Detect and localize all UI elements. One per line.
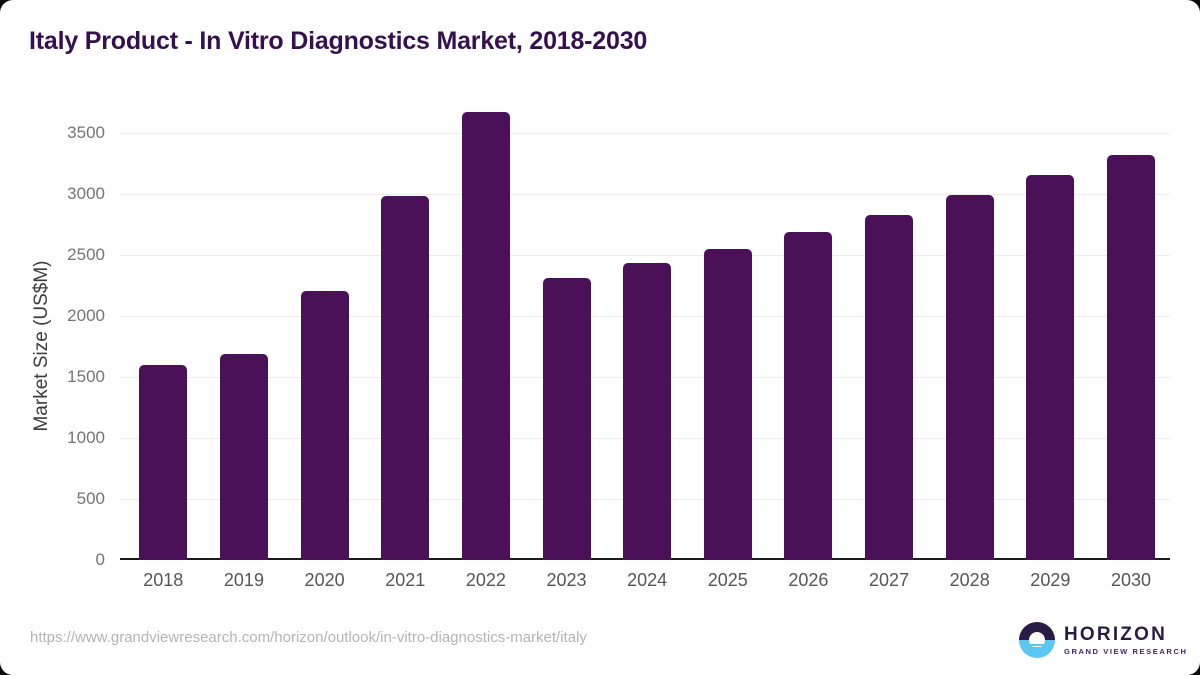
bar-2023 — [542, 277, 591, 560]
gridline — [120, 132, 1170, 134]
bar-2021 — [381, 195, 430, 560]
y-tick-label: 2000 — [67, 305, 105, 325]
y-axis-title: Market Size (US$M) — [31, 260, 52, 432]
horizon-logo-subtitle: GRAND VIEW RESEARCH — [1064, 647, 1188, 656]
x-tick-label: 2024 — [627, 570, 668, 590]
sun-reflection-stripe — [1025, 647, 1049, 650]
gridline — [120, 193, 1170, 195]
x-tick-label: 2030 — [1110, 570, 1151, 590]
y-tick-label: 2500 — [67, 244, 105, 264]
x-tick-label: 2021 — [385, 570, 426, 590]
x-tick-label: 2023 — [546, 570, 587, 590]
x-tick-label: 2027 — [869, 570, 910, 590]
plot-area — [120, 0, 1170, 560]
x-tick-label: 2018 — [143, 570, 184, 590]
y-tick-label: 500 — [76, 488, 105, 508]
bar-2020 — [300, 291, 349, 560]
sun-icon — [1029, 632, 1045, 648]
bar-2029 — [1026, 175, 1075, 560]
sun-reflection-stripe — [1025, 644, 1049, 646]
x-tick-label: 2026 — [788, 570, 829, 590]
bar-2022 — [461, 111, 510, 560]
x-tick-label: 2019 — [223, 570, 264, 590]
horizon-logo-text: HORIZON GRAND VIEW RESEARCH — [1064, 624, 1188, 656]
x-tick-label: 2029 — [1030, 570, 1071, 590]
gridline — [120, 254, 1170, 256]
bar-2027 — [865, 214, 914, 560]
chart-title: Italy Product - In Vitro Diagnostics Mar… — [29, 27, 648, 55]
x-tick-label: 2022 — [465, 570, 506, 590]
x-tick-label: 2028 — [949, 570, 990, 590]
bar-2025 — [703, 248, 752, 560]
x-tick-label: 2025 — [707, 570, 748, 590]
y-tick-label: 1000 — [67, 427, 105, 447]
y-tick-label: 1500 — [67, 366, 105, 386]
bar-2019 — [219, 353, 268, 560]
horizon-logo-title: HORIZON — [1064, 624, 1168, 645]
horizon-logo: HORIZON GRAND VIEW RESEARCH — [1019, 622, 1188, 658]
horizon-logo-icon — [1019, 622, 1055, 658]
x-tick-label: 2020 — [304, 570, 345, 590]
y-tick-label: 0 — [95, 550, 105, 569]
y-tick-label: 3500 — [67, 122, 105, 142]
bar-2026 — [784, 232, 833, 560]
source-url: https://www.grandviewresearch.com/horizo… — [30, 629, 587, 646]
bar-2030 — [1106, 154, 1155, 560]
bar-2028 — [945, 194, 994, 560]
y-tick-label: 3000 — [67, 183, 105, 203]
bar-2018 — [139, 364, 188, 560]
bar-2024 — [623, 263, 672, 560]
